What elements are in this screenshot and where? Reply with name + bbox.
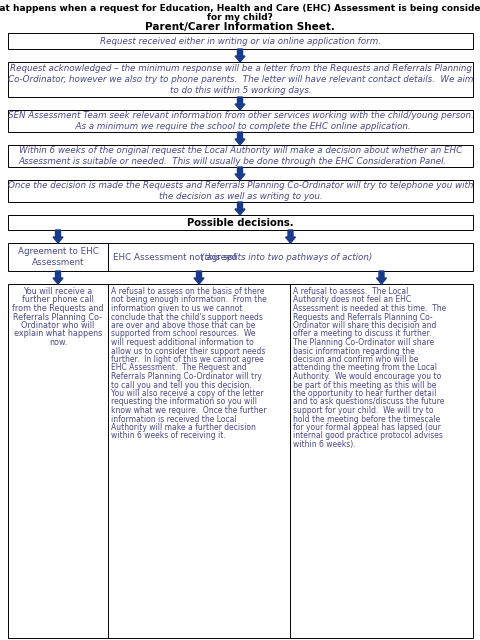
Text: offer a meeting to discuss it further.: offer a meeting to discuss it further. xyxy=(292,330,431,339)
Polygon shape xyxy=(235,49,244,62)
Text: information is received the Local: information is received the Local xyxy=(111,415,236,424)
Polygon shape xyxy=(285,230,295,243)
Text: What happens when a request for Education, Health and Care (EHC) Assessment is b: What happens when a request for Educatio… xyxy=(0,4,480,13)
Bar xyxy=(8,243,108,271)
Text: for your formal appeal has lapsed (our: for your formal appeal has lapsed (our xyxy=(292,423,440,432)
Text: conclude that the child's support needs: conclude that the child's support needs xyxy=(111,312,263,321)
Bar xyxy=(8,180,472,202)
Bar xyxy=(108,243,472,271)
Text: be part of this meeting as this will be: be part of this meeting as this will be xyxy=(292,381,435,390)
Text: Authority does not feel an EHC: Authority does not feel an EHC xyxy=(292,296,410,305)
Text: not being enough information.  From the: not being enough information. From the xyxy=(111,296,266,305)
Polygon shape xyxy=(235,97,244,110)
Polygon shape xyxy=(376,271,386,284)
Text: requesting the information so you will: requesting the information so you will xyxy=(111,397,256,406)
Text: basic information regarding the: basic information regarding the xyxy=(292,346,414,355)
Text: You will also receive a copy of the letter: You will also receive a copy of the lett… xyxy=(111,389,263,398)
Polygon shape xyxy=(53,230,63,243)
Text: support for your child.  We will try to: support for your child. We will try to xyxy=(292,406,432,415)
Text: A refusal to assess on the basis of there: A refusal to assess on the basis of ther… xyxy=(111,287,264,296)
Text: Agreement to EHC
Assessment: Agreement to EHC Assessment xyxy=(18,247,98,267)
Text: Request received either in writing or via online application form.: Request received either in writing or vi… xyxy=(100,36,380,45)
Text: Referrals Planning Co-: Referrals Planning Co- xyxy=(13,312,102,321)
Text: Parent/Carer Information Sheet.: Parent/Carer Information Sheet. xyxy=(145,22,334,32)
Text: the opportunity to hear further detail: the opportunity to hear further detail xyxy=(292,389,435,398)
Text: within 6 weeks).: within 6 weeks). xyxy=(292,440,355,449)
Text: now.: now. xyxy=(49,338,67,347)
Polygon shape xyxy=(235,202,244,215)
Text: are over and above those that can be: are over and above those that can be xyxy=(111,321,255,330)
Text: explain what happens: explain what happens xyxy=(14,330,102,339)
Polygon shape xyxy=(235,132,244,145)
Bar xyxy=(8,284,472,638)
Text: EHC Assessment.  The Request and: EHC Assessment. The Request and xyxy=(111,364,246,372)
Bar xyxy=(8,110,472,132)
Text: Once the decision is made the Requests and Referrals Planning Co-Ordinator will : Once the decision is made the Requests a… xyxy=(8,181,472,201)
Bar xyxy=(8,145,472,167)
Text: for my child?: for my child? xyxy=(206,13,272,22)
Text: Referrals Planning Co-Ordinator will try: Referrals Planning Co-Ordinator will try xyxy=(111,372,261,381)
Text: within 6 weeks of receiving it.: within 6 weeks of receiving it. xyxy=(111,431,225,440)
Text: supported from school resources.  We: supported from school resources. We xyxy=(111,330,255,339)
Text: from the Requests and: from the Requests and xyxy=(12,304,104,313)
Bar xyxy=(8,62,472,97)
Polygon shape xyxy=(193,271,204,284)
Polygon shape xyxy=(235,167,244,180)
Text: A refusal to assess.  The Local: A refusal to assess. The Local xyxy=(292,287,408,296)
Text: Ordinator who will: Ordinator who will xyxy=(21,321,95,330)
Text: decision and confirm who will be: decision and confirm who will be xyxy=(292,355,418,364)
Text: Requests and Referrals Planning Co-: Requests and Referrals Planning Co- xyxy=(292,312,432,321)
Text: further.  In light of this we cannot agree: further. In light of this we cannot agre… xyxy=(111,355,263,364)
Text: to call you and tell you this decision.: to call you and tell you this decision. xyxy=(111,381,251,390)
Text: Ordinator will share this decision and: Ordinator will share this decision and xyxy=(292,321,435,330)
Text: Request acknowledged – the minimum response will be a letter from the Requests a: Request acknowledged – the minimum respo… xyxy=(8,64,472,95)
Polygon shape xyxy=(53,271,63,284)
Text: Authority will make a further decision: Authority will make a further decision xyxy=(111,423,255,432)
Text: The Planning Co-Ordinator will share: The Planning Co-Ordinator will share xyxy=(292,338,433,347)
Text: allow us to consider their support needs: allow us to consider their support needs xyxy=(111,346,265,355)
Text: You will receive a: You will receive a xyxy=(24,287,93,296)
Text: internal good practice protocol advises: internal good practice protocol advises xyxy=(292,431,442,440)
Text: hold the meeting before the timescale: hold the meeting before the timescale xyxy=(292,415,439,424)
Text: Authority.  We would encourage you to: Authority. We would encourage you to xyxy=(292,372,440,381)
Bar xyxy=(8,215,472,230)
Text: Possible decisions.: Possible decisions. xyxy=(187,218,293,227)
Text: know what we require.  Once the further: know what we require. Once the further xyxy=(111,406,266,415)
Text: attending the meeting from the Local: attending the meeting from the Local xyxy=(292,364,436,372)
Text: will request additional information to: will request additional information to xyxy=(111,338,253,347)
Text: and to ask questions/discuss the future: and to ask questions/discuss the future xyxy=(292,397,444,406)
Bar xyxy=(8,33,472,49)
Text: information given to us we cannot: information given to us we cannot xyxy=(111,304,242,313)
Text: Within 6 weeks of the original request the Local Authority will make a decision : Within 6 weeks of the original request t… xyxy=(19,146,461,166)
Text: Assessment is needed at this time.  The: Assessment is needed at this time. The xyxy=(292,304,445,313)
Text: further phone call: further phone call xyxy=(22,296,94,305)
Text: EHC Assessment not agreed: EHC Assessment not agreed xyxy=(113,253,239,262)
Text: SEN Assessment Team seek relevant information from other services working with t: SEN Assessment Team seek relevant inform… xyxy=(8,111,472,131)
Text: (this splits into two pathways of action): (this splits into two pathways of action… xyxy=(201,253,372,262)
